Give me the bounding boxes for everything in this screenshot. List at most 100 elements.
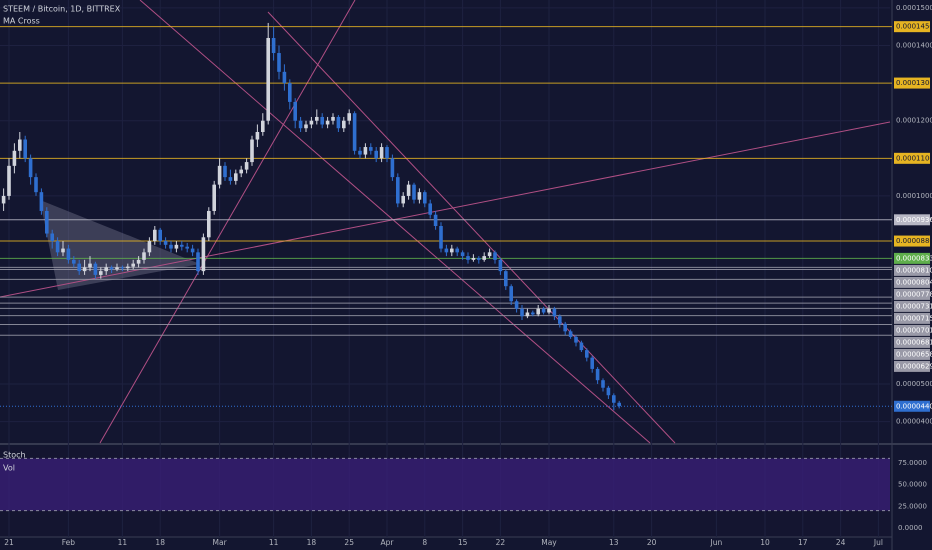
- candle-body: [477, 257, 481, 260]
- candle-body: [147, 241, 152, 253]
- x-tick-label: 11: [269, 538, 279, 547]
- candle-body: [536, 308, 540, 315]
- candle-body: [212, 184, 216, 211]
- candle-body: [169, 244, 173, 249]
- level-label: 0.00006818: [896, 338, 932, 346]
- candle-body: [574, 336, 578, 343]
- candle-body: [261, 120, 265, 132]
- candle-body: [196, 252, 200, 272]
- trend-line: [99, 0, 356, 444]
- stoch-title: Stoch: [3, 451, 26, 460]
- candle-body: [7, 165, 11, 196]
- level-label-bg: [894, 348, 930, 360]
- candle-body: [504, 271, 508, 287]
- candle-body: [514, 301, 519, 309]
- candle-body: [309, 120, 314, 125]
- candle-body: [493, 252, 497, 260]
- candle-body: [552, 308, 557, 317]
- level-label-bg: [894, 324, 930, 336]
- level-label: 0.00013001: [896, 79, 932, 87]
- candle-body: [439, 226, 443, 249]
- candle-body: [77, 263, 81, 272]
- candle-body: [250, 139, 254, 163]
- x-tick-label: 18: [307, 538, 317, 547]
- level-label: 0.00006582: [896, 350, 932, 358]
- candle-body: [1, 195, 6, 204]
- candle-body: [271, 37, 276, 54]
- candle-body: [109, 267, 114, 270]
- candle-body: [401, 195, 405, 204]
- candle-body: [363, 147, 368, 155]
- candle-body: [66, 248, 71, 260]
- stoch-tick-label: 50.0000: [898, 481, 927, 489]
- candle-body: [293, 101, 297, 121]
- candle-body: [18, 139, 22, 151]
- candle-body: [234, 173, 238, 181]
- candle-body: [190, 248, 195, 253]
- candle-body: [174, 244, 179, 249]
- volume-title: Vol: [3, 464, 15, 473]
- candle-body: [228, 177, 233, 181]
- level-label-bg: [894, 21, 930, 33]
- x-tick-label: 18: [155, 538, 165, 547]
- candle-body: [568, 331, 573, 337]
- level-label: 0.00008043: [896, 278, 932, 286]
- candle-body: [374, 150, 378, 159]
- candle-body: [590, 357, 594, 369]
- levels: [0, 26, 892, 512]
- candle-body: [547, 308, 551, 313]
- candle-body: [207, 210, 211, 238]
- candle-body: [72, 259, 76, 264]
- candle-body: [541, 308, 546, 313]
- candle-body: [266, 37, 270, 121]
- candle-body: [223, 165, 227, 178]
- level-label: 0.00008339: [896, 254, 932, 262]
- x-tick-label: 21: [4, 538, 14, 547]
- candle-body: [315, 116, 319, 121]
- candle-body: [23, 139, 27, 159]
- candle-body: [482, 256, 486, 260]
- x-tick-label: 8: [422, 538, 427, 547]
- candle-body: [336, 116, 341, 129]
- candle-body: [163, 241, 168, 245]
- candle-body: [455, 248, 459, 253]
- candle-body: [379, 147, 384, 159]
- level-label-bg: [894, 77, 930, 89]
- level-label-bg: [894, 336, 930, 348]
- candle-body: [239, 169, 243, 174]
- candle-body: [217, 165, 222, 185]
- x-tick-label: Feb: [62, 538, 76, 547]
- last-price-bg: [894, 400, 930, 412]
- level-label-bg: [894, 214, 930, 226]
- candle-body: [460, 252, 465, 257]
- candle-body: [558, 316, 562, 324]
- candle-body: [579, 342, 584, 351]
- x-tick-label: Apr: [381, 538, 395, 547]
- candle-body: [385, 147, 389, 159]
- stoch-band: [0, 458, 890, 511]
- candle-body: [358, 150, 362, 155]
- candle-body: [347, 113, 351, 121]
- candle-body: [136, 259, 141, 264]
- candle-body: [509, 286, 513, 302]
- x-tick-label: Jul: [873, 538, 883, 547]
- candle-body: [563, 323, 567, 332]
- level-label-bg: [894, 235, 930, 247]
- trend-line: [139, 0, 651, 444]
- candle-body: [120, 267, 125, 269]
- x-tick-label: 13: [609, 538, 619, 547]
- candle-body: [34, 177, 38, 193]
- candle-body: [531, 312, 535, 315]
- candle-body: [298, 120, 303, 129]
- stoch-tick-label: 0.0000: [898, 524, 923, 532]
- candle-body: [396, 177, 400, 204]
- x-tick-label: 10: [760, 538, 770, 547]
- candle-body: [131, 263, 135, 267]
- candle-body: [180, 244, 184, 247]
- candle-body: [244, 162, 249, 170]
- candle-body: [320, 116, 324, 125]
- candle-body: [487, 252, 492, 257]
